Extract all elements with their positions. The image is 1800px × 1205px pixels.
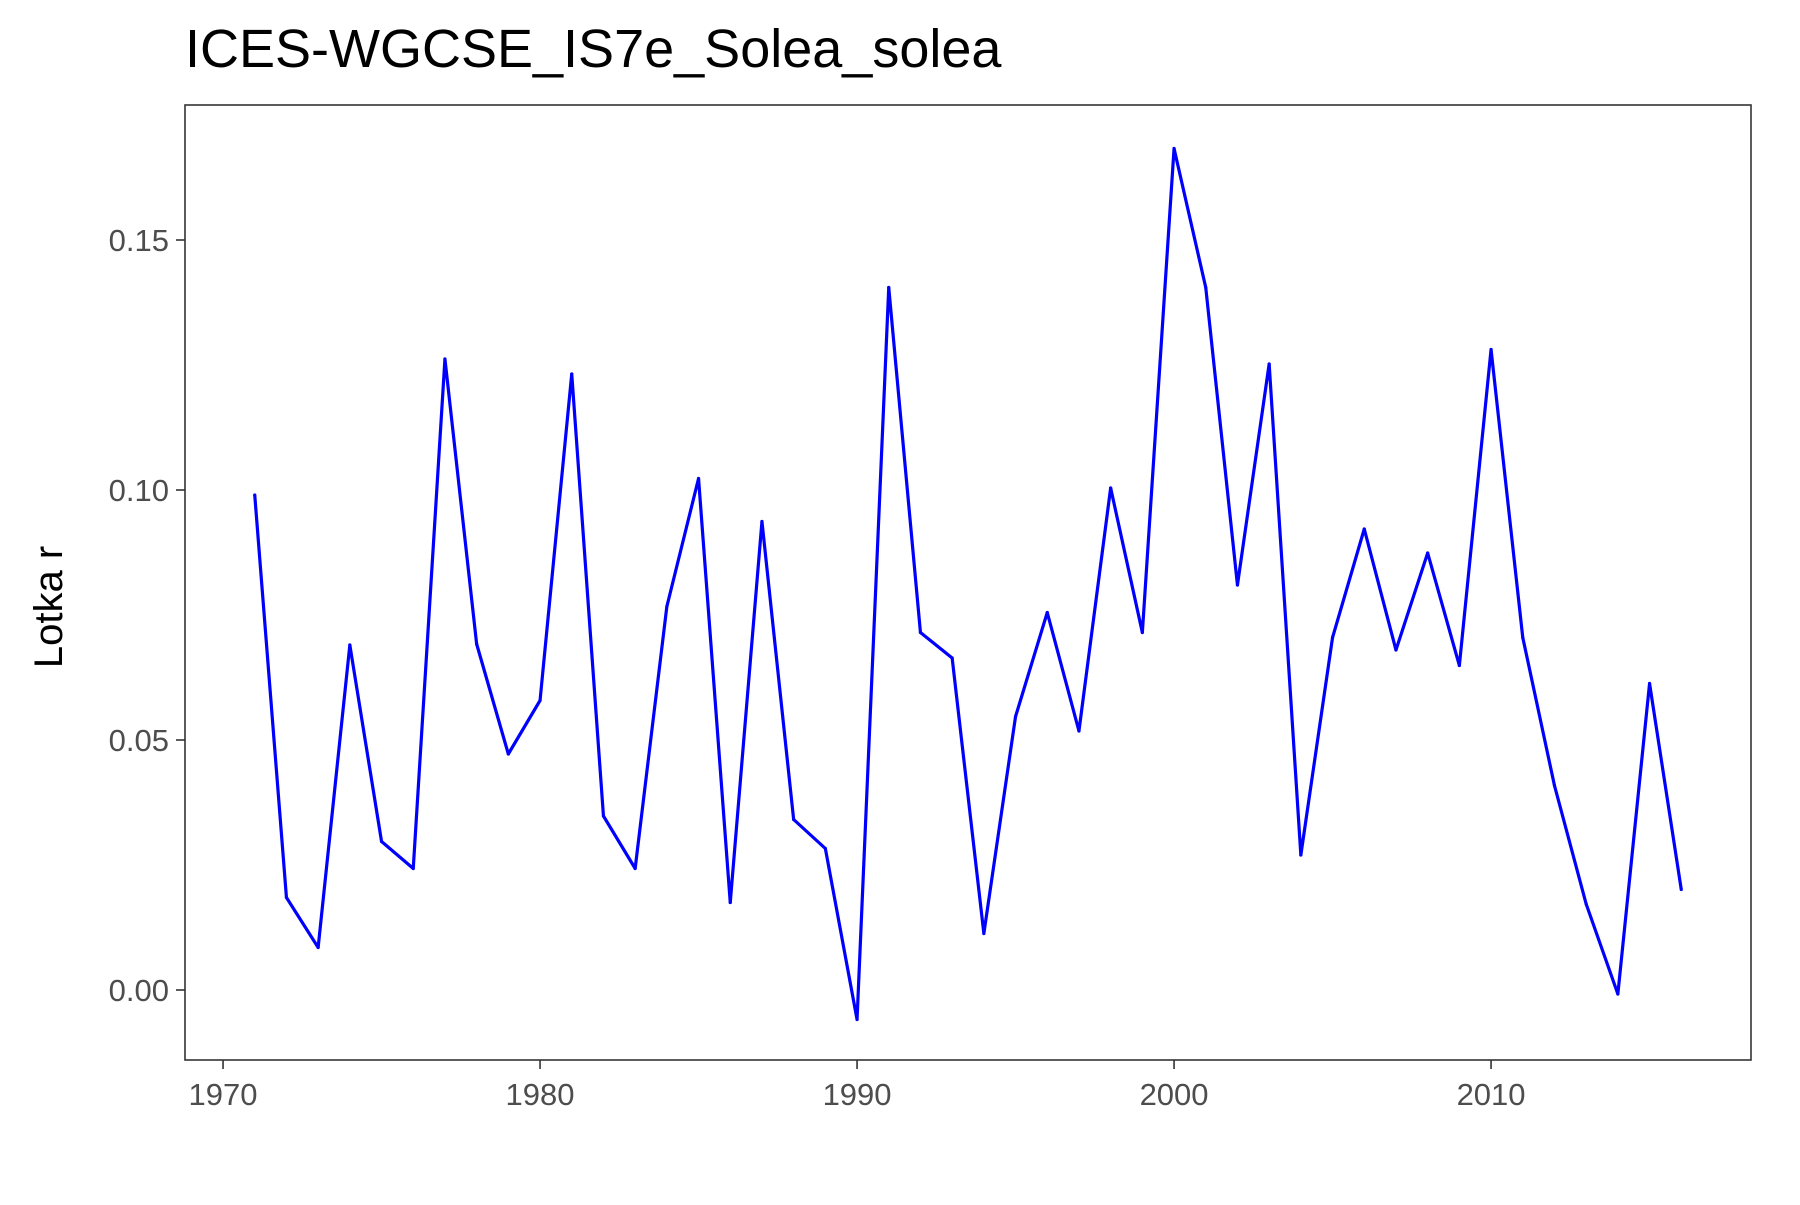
data-point	[506, 752, 510, 756]
data-point	[1584, 902, 1588, 906]
data-point	[1489, 347, 1493, 352]
data-point	[1616, 992, 1620, 996]
x-tick-label: 1990	[823, 1077, 892, 1112]
data-point	[1426, 551, 1430, 555]
data-point	[1109, 486, 1113, 490]
chart-title: ICES-WGCSE_IS7e_Solea_solea	[185, 19, 1002, 79]
y-axis-ticks: 0.00 0.05 0.10 0.15	[109, 223, 185, 1008]
data-point	[1394, 648, 1398, 652]
data-point	[538, 698, 542, 703]
data-point	[1172, 146, 1176, 151]
data-point	[1077, 729, 1081, 733]
data-point	[1204, 285, 1208, 290]
data-point	[1552, 783, 1557, 788]
data-point	[1362, 527, 1366, 531]
series-line	[253, 146, 1683, 1022]
data-point	[1267, 362, 1271, 366]
data-point	[665, 604, 669, 609]
data-point	[1013, 714, 1018, 719]
data-point	[284, 895, 289, 900]
y-axis-title: Lotka r	[27, 546, 71, 668]
y-tick-label: 0.05	[109, 723, 169, 758]
data-point	[253, 493, 257, 497]
data-point	[728, 900, 732, 905]
data-point	[379, 839, 384, 844]
data-point	[633, 866, 637, 871]
x-tick-label: 2010	[1457, 1077, 1526, 1112]
y-tick-label: 0.15	[109, 223, 169, 258]
data-point	[982, 931, 986, 936]
data-point	[760, 519, 764, 524]
data-point	[1330, 635, 1335, 640]
x-tick-label: 1980	[506, 1077, 575, 1112]
data-point	[1045, 610, 1049, 615]
data-point	[696, 476, 701, 481]
data-point	[823, 846, 827, 851]
data-point	[1235, 583, 1240, 587]
data-point	[316, 945, 320, 950]
data-point	[1521, 635, 1525, 640]
data-point	[570, 372, 574, 376]
data-point	[411, 866, 415, 871]
y-tick-label: 0.00	[109, 973, 169, 1008]
data-point	[950, 656, 954, 660]
x-axis-ticks: 1970 1980 1990 2000 2010	[189, 1060, 1526, 1112]
data-point	[443, 357, 447, 361]
x-tick-label: 2000	[1140, 1077, 1209, 1112]
y-tick-label: 0.10	[109, 473, 169, 508]
data-point	[475, 642, 479, 646]
panel-border	[184, 104, 1752, 1061]
data-point	[1457, 663, 1461, 668]
data-point	[887, 285, 891, 290]
data-point	[855, 1017, 859, 1022]
data-point	[348, 643, 352, 647]
data-point	[918, 630, 923, 635]
data-point	[1299, 853, 1303, 857]
plot-series	[253, 146, 1683, 1022]
data-point	[601, 814, 606, 818]
data-point	[1140, 630, 1144, 635]
data-point	[1647, 681, 1652, 686]
data-point	[792, 817, 796, 822]
x-tick-label: 1970	[189, 1077, 258, 1112]
data-point	[1679, 887, 1683, 892]
